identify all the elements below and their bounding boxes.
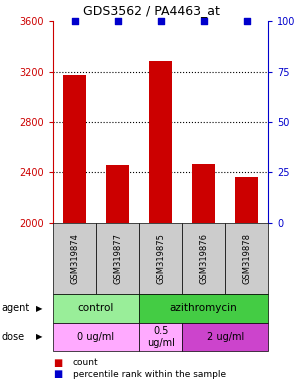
Text: ▶: ▶ — [36, 304, 43, 313]
Point — [115, 18, 120, 24]
Bar — [235, 177, 258, 223]
Point — [201, 18, 206, 24]
Point — [72, 18, 77, 24]
Text: percentile rank within the sample: percentile rank within the sample — [73, 370, 226, 379]
Bar — [192, 164, 215, 223]
Text: ■: ■ — [53, 358, 62, 368]
Text: GSM319875: GSM319875 — [156, 233, 165, 284]
Text: ▶: ▶ — [36, 333, 43, 341]
Text: 0 ug/ml: 0 ug/ml — [78, 332, 115, 342]
Text: count: count — [73, 358, 98, 367]
Text: GSM319876: GSM319876 — [199, 233, 208, 284]
Text: GSM319874: GSM319874 — [70, 233, 79, 284]
Text: 2 ug/ml: 2 ug/ml — [207, 332, 244, 342]
Point — [158, 18, 163, 24]
Text: control: control — [78, 303, 114, 313]
Text: azithromycin: azithromycin — [170, 303, 238, 313]
Point — [244, 18, 249, 24]
Text: GDS3562 / PA4463_at: GDS3562 / PA4463_at — [83, 4, 220, 17]
Bar — [63, 75, 86, 223]
Bar — [106, 165, 129, 223]
Text: dose: dose — [2, 332, 25, 342]
Text: ■: ■ — [53, 369, 62, 379]
Text: agent: agent — [2, 303, 30, 313]
Text: 0.5
ug/ml: 0.5 ug/ml — [147, 326, 175, 348]
Text: GSM319878: GSM319878 — [242, 233, 251, 284]
Bar — [149, 61, 172, 223]
Text: GSM319877: GSM319877 — [113, 233, 122, 284]
